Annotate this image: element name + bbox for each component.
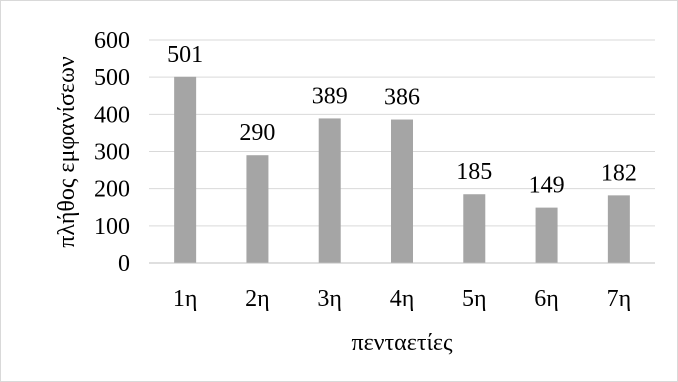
data-label: 182 bbox=[601, 160, 637, 186]
x-tick-label: 7η bbox=[607, 286, 632, 312]
bar bbox=[607, 195, 630, 263]
data-labels: 501 290 389 386 185 149 182 bbox=[167, 42, 637, 199]
x-axis-label: πενταετίες bbox=[351, 330, 453, 356]
data-label: 386 bbox=[384, 85, 420, 111]
y-tick-label: 300 bbox=[94, 140, 130, 166]
x-axis-ticks: 1η 2η 3η 4η 5η 6η 7η bbox=[173, 286, 631, 312]
bar bbox=[463, 194, 486, 263]
data-label: 290 bbox=[239, 120, 275, 146]
y-tick-label: 500 bbox=[94, 65, 130, 91]
bar bbox=[391, 119, 413, 263]
x-tick-label: 6η bbox=[534, 286, 559, 312]
y-tick-label: 600 bbox=[94, 28, 130, 54]
y-tick-label: 200 bbox=[94, 177, 130, 203]
gridlines bbox=[149, 39, 655, 227]
bar bbox=[246, 155, 269, 263]
bar bbox=[174, 76, 197, 263]
x-tick-label: 3η bbox=[317, 286, 342, 312]
y-tick-label: 0 bbox=[118, 251, 130, 277]
x-tick-label: 1η bbox=[173, 286, 198, 312]
bar bbox=[318, 118, 341, 264]
y-axis-label: πλήθος εμφανίσεων bbox=[54, 56, 80, 248]
x-tick-label: 4η bbox=[390, 286, 415, 312]
y-tick-label: 400 bbox=[94, 102, 130, 128]
data-label: 501 bbox=[167, 42, 203, 68]
x-tick-label: 2η bbox=[245, 286, 270, 312]
x-tick-label: 5η bbox=[462, 286, 487, 312]
data-label: 149 bbox=[529, 173, 565, 199]
data-label: 185 bbox=[456, 159, 492, 185]
data-label: 389 bbox=[312, 83, 348, 109]
bars bbox=[174, 76, 630, 264]
bar bbox=[535, 207, 558, 263]
y-axis-ticks: 0 100 200 300 400 500 600 bbox=[94, 28, 130, 277]
y-tick-label: 100 bbox=[94, 214, 130, 240]
